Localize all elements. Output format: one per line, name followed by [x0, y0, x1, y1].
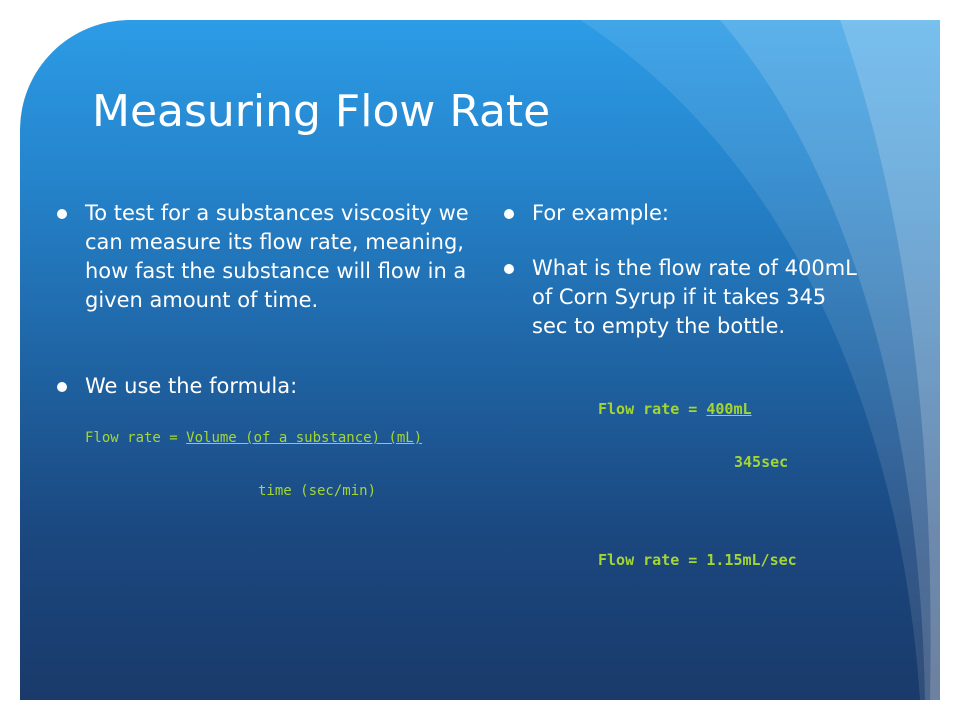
formula-prefix: Flow rate = — [85, 430, 187, 446]
bullet-dot-icon — [57, 382, 67, 392]
example-formula-line: Flow rate = 400mL — [598, 400, 752, 418]
formula-numerator: Volume (of a substance) (mL) — [186, 430, 423, 446]
example-prefix: Flow rate = — [598, 400, 707, 418]
bullet-dot-icon — [504, 209, 514, 219]
bullet-dot-icon — [504, 264, 514, 274]
right-bullet-text: What is the flow rate of 400mL of Corn S… — [532, 256, 857, 338]
right-bullet-example: For example: — [504, 199, 862, 228]
example-result: Flow rate = 1.15mL/sec — [598, 551, 797, 569]
formula-denominator: time (sec/min) — [258, 483, 377, 499]
example-denominator: 345sec — [734, 453, 789, 471]
slide: Measuring Flow Rate To test for a substa… — [20, 20, 940, 700]
slide-title: Measuring Flow Rate — [92, 86, 551, 137]
example-numerator: 400mL — [706, 400, 752, 418]
right-bullet-question: What is the flow rate of 400mL of Corn S… — [504, 254, 862, 341]
left-bullet-text: We use the formula: — [85, 374, 298, 398]
bullet-dot-icon — [57, 209, 67, 219]
left-bullet-text: To test for a substances viscosity we ca… — [85, 201, 469, 312]
left-bullet-formula-intro: We use the formula: — [57, 372, 485, 401]
decorative-swoosh — [580, 20, 940, 700]
right-bullet-text: For example: — [532, 201, 669, 225]
formula-line: Flow rate = Volume (of a substance) (mL) — [85, 430, 422, 446]
left-bullet-viscosity: To test for a substances viscosity we ca… — [57, 199, 485, 315]
